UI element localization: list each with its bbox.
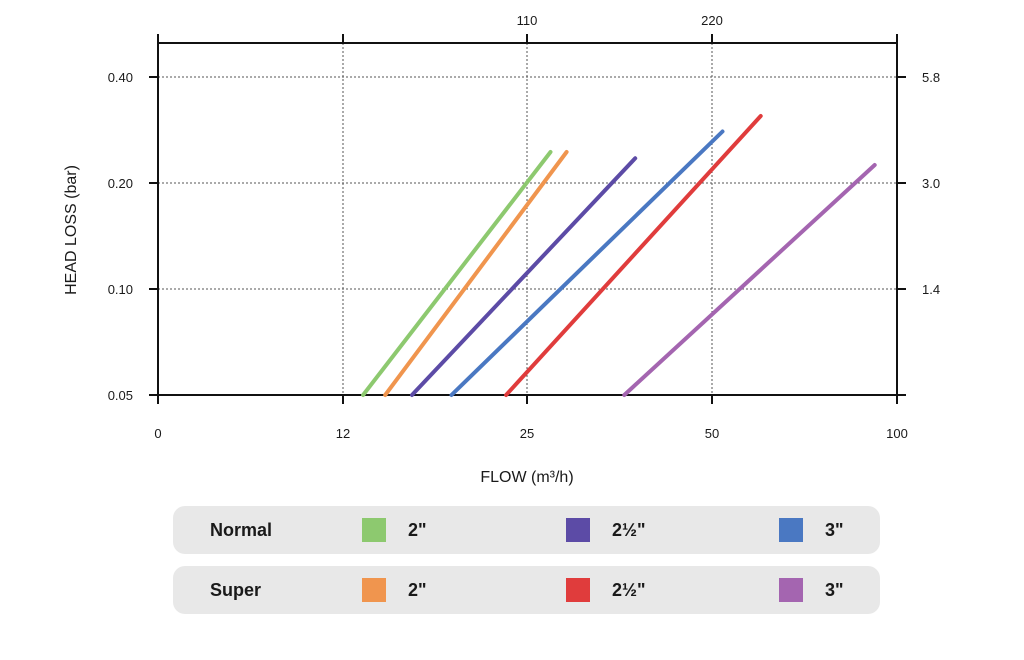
legend-row-title: Super [210,580,262,600]
series-line [449,129,725,397]
legend-item-super-2-5in: 2½" [566,578,646,602]
right-tick-label: 5.8 [922,70,940,85]
series-line [361,150,553,397]
legend-row-title: Normal [210,520,273,540]
x-axis-title: FLOW (m³/h) [480,469,573,486]
legend-item-super-3in: 3" [779,578,844,602]
legend-label: 2" [408,579,427,600]
series-line [383,150,569,397]
y-tick-label: 0.10 [108,282,133,297]
x-tick-label: 25 [520,426,534,441]
legend-row-super: Super 2" 2½" 3" [173,566,880,614]
y-tick-label: 0.40 [108,70,133,85]
top-tick-label: 220 [701,13,723,28]
x-tick-label: 100 [886,426,908,441]
legend-swatch [362,518,386,542]
legend-swatch [566,578,590,602]
y-tick-label: 0.20 [108,176,133,191]
series-line [504,114,763,397]
y-axis-title: HEAD LOSS (bar) [63,165,80,295]
right-tick-label: 3.0 [922,176,940,191]
legend-label: 2" [408,519,427,540]
legend-swatch [779,518,803,542]
legend-label: 3" [825,519,844,540]
legend-swatch [566,518,590,542]
legend-row-normal: Normal 2" 2½" 3" [173,506,880,554]
top-tick-label: 110 [517,13,538,28]
series-line [410,156,638,397]
legend-item-super-2in: 2" [362,578,427,602]
legend-swatch [362,578,386,602]
legend-item-normal-2-5in: 2½" [566,518,646,542]
x-tick-label: 50 [705,426,719,441]
legend-item-normal-3in: 3" [779,518,844,542]
head-loss-chart: 0 12 25 50 100 110 220 0.05 0.10 0.20 0.40 1.4 3.0 5.… [63,13,940,486]
legend-label: 3" [825,579,844,600]
x-tick-label: 12 [336,426,350,441]
legend-swatch [779,578,803,602]
x-tick-label: 0 [154,426,161,441]
right-tick-label: 1.4 [922,282,940,297]
y-tick-label: 0.05 [108,388,133,403]
legend-item-normal-2in: 2" [362,518,427,542]
legend-label: 2½" [612,579,646,600]
legend-label: 2½" [612,519,646,540]
series-line [622,163,877,397]
